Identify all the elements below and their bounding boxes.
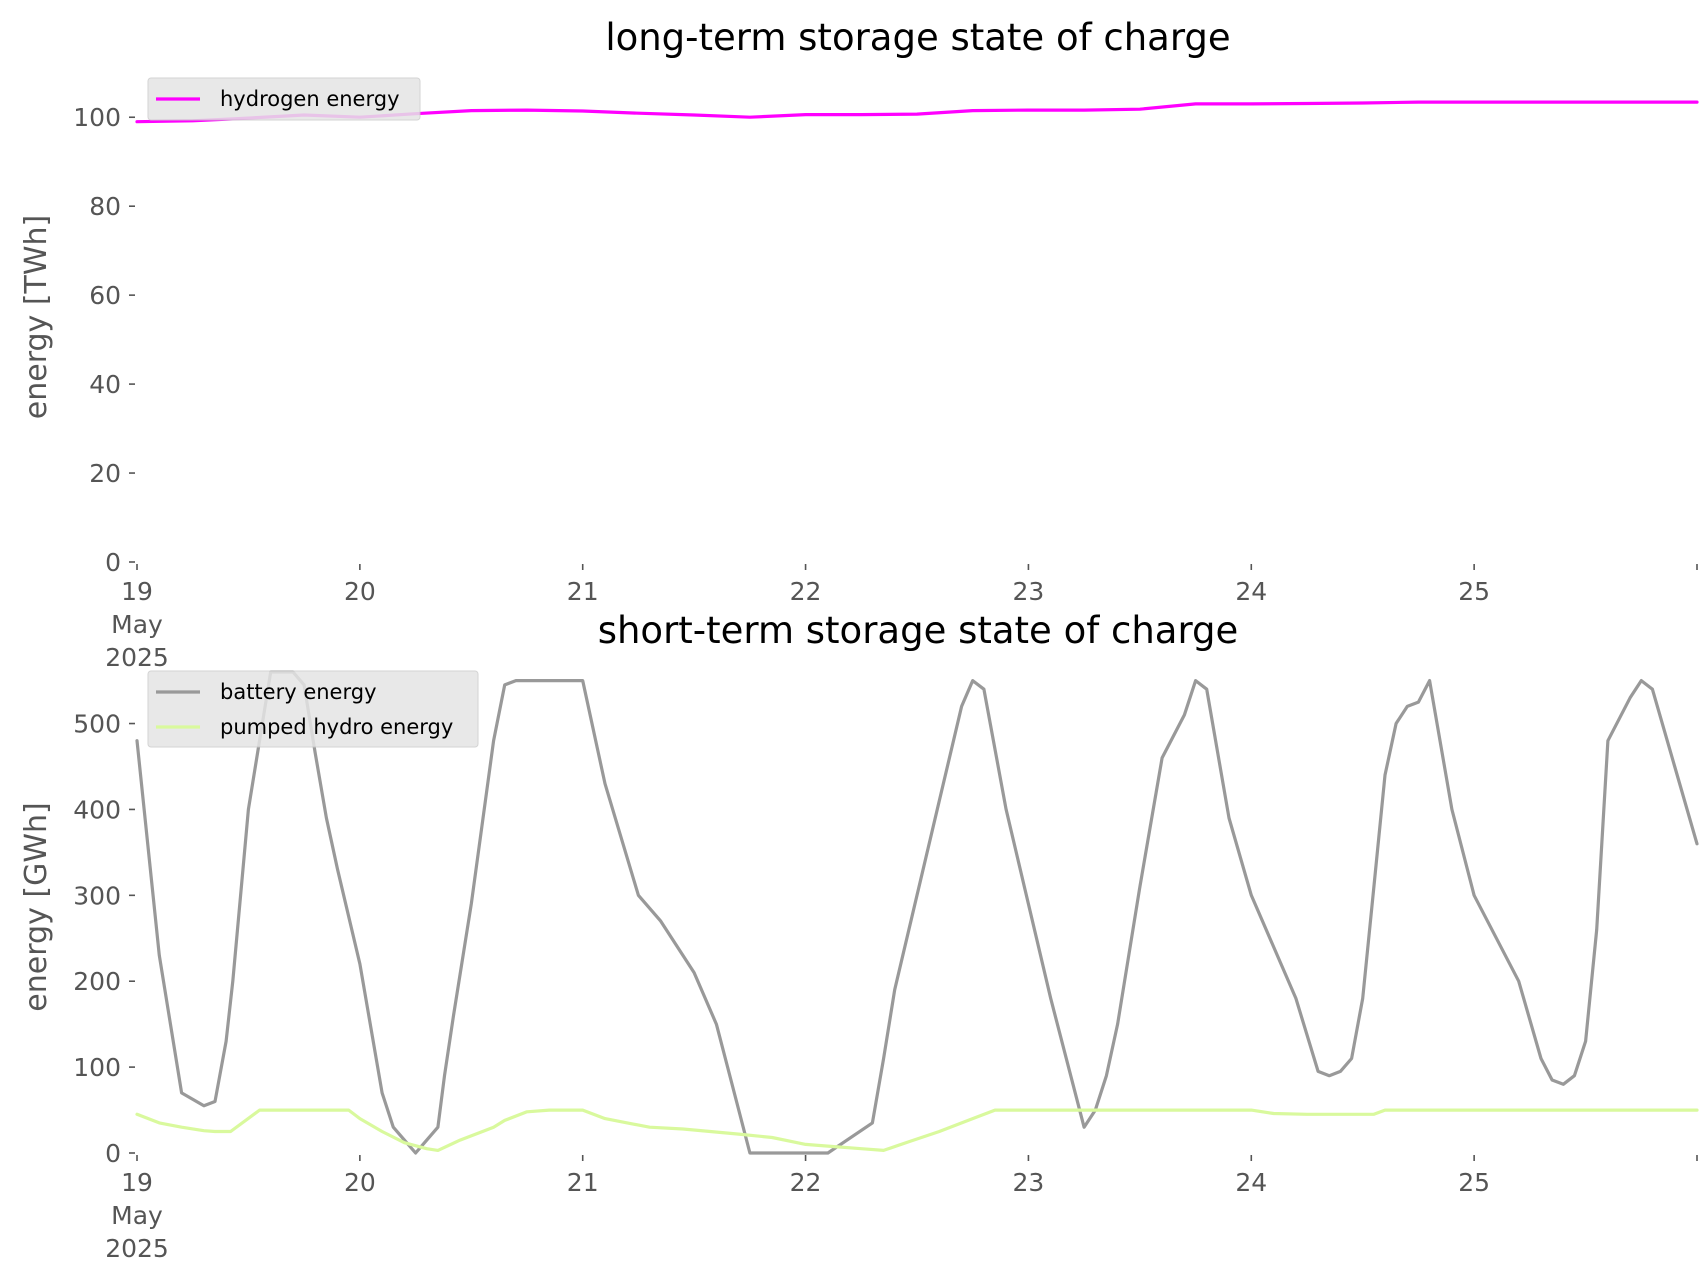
x-tick-label: 21 bbox=[567, 1168, 599, 1197]
legend-label: pumped hydro energy bbox=[220, 715, 453, 739]
y-axis-label-gwh: energy [GWh] bbox=[19, 802, 54, 1011]
legend-box bbox=[147, 77, 421, 121]
x-tick-label: 21 bbox=[567, 577, 599, 606]
short-term-storage-panel: short-term storage state of charge energ… bbox=[19, 609, 1699, 1263]
y-tick-label: 100 bbox=[73, 103, 121, 132]
y-tick-label: 60 bbox=[89, 281, 121, 310]
x-tick-label: 24 bbox=[1235, 1168, 1267, 1197]
y-tick-label: 20 bbox=[89, 459, 121, 488]
x-tick-label: 2025 bbox=[105, 643, 169, 672]
legend-long-term: hydrogen energy bbox=[147, 77, 421, 121]
x-tick-label: 19 bbox=[121, 1168, 153, 1197]
long-term-storage-panel: long-term storage state of charge energy… bbox=[19, 16, 1699, 672]
x-tick-label: 23 bbox=[1013, 577, 1045, 606]
series-line-battery-energy bbox=[135, 670, 1699, 1155]
legend-box bbox=[147, 670, 479, 748]
x-tick-label: 19 bbox=[121, 577, 153, 606]
y-tick-label: 0 bbox=[105, 548, 121, 577]
x-tick-label: 20 bbox=[344, 577, 376, 606]
x-tick-label: 22 bbox=[790, 1168, 822, 1197]
legend-label: battery energy bbox=[220, 680, 377, 704]
chart-title-short-term: short-term storage state of charge bbox=[598, 609, 1239, 652]
y-tick-label: 500 bbox=[73, 710, 121, 739]
x-tick-label: May bbox=[111, 610, 163, 639]
y-tick-label: 0 bbox=[105, 1139, 121, 1168]
x-tick-label: 2025 bbox=[105, 1234, 169, 1263]
x-tick-label: 22 bbox=[790, 577, 822, 606]
x-tick-label: 20 bbox=[344, 1168, 376, 1197]
x-tick-label: 25 bbox=[1458, 577, 1490, 606]
y-tick-label: 300 bbox=[73, 881, 121, 910]
plot-area-short-term: 0 100 200 300 400 500 19 May 2025 20 21 22 23 24 25 bbox=[73, 670, 1699, 1263]
legend-short-term: battery energy pumped hydro energy bbox=[147, 670, 479, 748]
legend-label: hydrogen energy bbox=[220, 87, 400, 111]
series-line-pumped-hydro-energy bbox=[135, 1108, 1699, 1153]
y-tick-label: 100 bbox=[73, 1053, 121, 1082]
y-tick-label: 80 bbox=[89, 192, 121, 221]
x-tick-label: May bbox=[111, 1201, 163, 1230]
x-tick-label: 24 bbox=[1235, 577, 1267, 606]
plot-area-long-term: 0 20 40 60 80 100 19 May 2025 20 21 22 23 24 25 bbox=[73, 100, 1699, 672]
y-tick-label: 200 bbox=[73, 967, 121, 996]
chart-title-long-term: long-term storage state of charge bbox=[605, 16, 1230, 59]
y-axis-label-twh: energy [TWh] bbox=[19, 215, 54, 419]
x-tick-label: 25 bbox=[1458, 1168, 1490, 1197]
y-tick-label: 400 bbox=[73, 795, 121, 824]
x-tick-label: 23 bbox=[1013, 1168, 1045, 1197]
y-tick-label: 40 bbox=[89, 370, 121, 399]
